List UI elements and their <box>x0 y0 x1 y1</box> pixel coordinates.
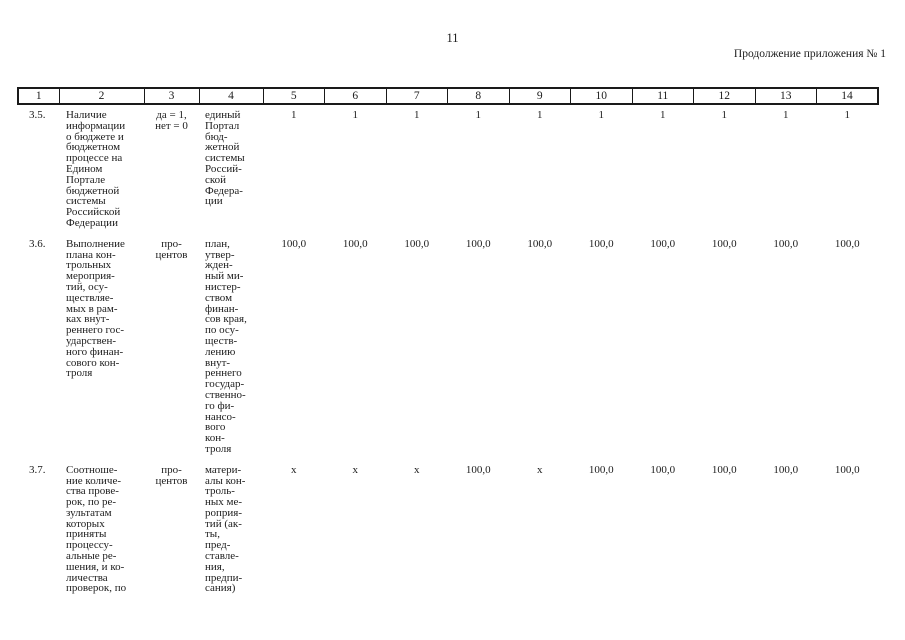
indicator-name-cell: Соотноше- ние количе- ства прове- рок, п… <box>66 463 127 595</box>
row-index-cell: 3.7. <box>29 463 46 476</box>
value-cell: 1 <box>475 109 482 121</box>
row-index-cell: 3.5. <box>29 109 46 121</box>
table-header-cell: 4 <box>198 87 264 105</box>
table-header-cell: 5 <box>262 87 325 105</box>
table-header-cell: 7 <box>385 87 448 105</box>
table-header-cell: 14 <box>816 87 879 105</box>
value-cell: 100,0 <box>465 237 491 250</box>
value-cell: 100,0 <box>834 463 860 476</box>
value-cell: 100,0 <box>588 237 614 250</box>
value-cell: 100,0 <box>773 237 799 250</box>
value-cell: 100,0 <box>588 463 614 476</box>
value-cell: x <box>414 463 420 476</box>
table-row: 3.7. Соотноше- ние количе- ства прове- р… <box>18 460 878 600</box>
source-cell: план, утвер- жден- ный ми- нистер- ством… <box>205 237 247 455</box>
value-cell: x <box>537 463 543 476</box>
unit-cell: про- центов <box>155 237 188 261</box>
source-cell: матери- алы кон- троль- ных ме- роприя- … <box>205 463 246 595</box>
value-cell: 1 <box>598 109 605 121</box>
value-cell: x <box>352 463 359 476</box>
table-header-cell: 6 <box>324 87 387 105</box>
table-row: 3.5. Наличие информации о бюджете и бюдж… <box>18 104 878 234</box>
value-cell: 100,0 <box>711 237 737 250</box>
value-cell: x <box>291 463 297 476</box>
source-cell: единый Портал бюд- жетной системы Россий… <box>205 109 245 208</box>
value-cell: 1 <box>537 109 543 121</box>
unit-cell: про- центов <box>155 463 188 487</box>
value-cell: 1 <box>414 109 420 121</box>
page-number: 11 <box>446 31 459 45</box>
continuation-label: Продолжение приложения № 1 <box>733 48 886 60</box>
value-cell: 100,0 <box>342 237 368 250</box>
column-number-row: 1 2 3 4 5 6 7 8 9 10 11 12 13 14 <box>17 87 879 105</box>
table-header-cell: 12 <box>693 87 756 105</box>
value-cell: 100,0 <box>711 463 737 476</box>
value-cell: 1 <box>291 109 297 121</box>
value-cell: 1 <box>352 109 359 121</box>
table-header-cell: 13 <box>754 87 817 105</box>
value-cell: 1 <box>660 109 666 121</box>
value-cell: 100,0 <box>281 237 307 250</box>
table-row: 3.6. Выполнение плана кон- трольных меро… <box>18 234 878 460</box>
row-index-cell: 3.6. <box>29 237 46 250</box>
indicator-name-cell: Выполнение плана кон- трольных мероприя-… <box>66 237 125 380</box>
table-header-cell: 2 <box>58 87 145 105</box>
table-header-cell: 10 <box>570 87 633 105</box>
value-cell: 1 <box>844 109 851 121</box>
value-cell: 100,0 <box>527 237 553 250</box>
value-cell: 100,0 <box>773 463 799 476</box>
table-header-cell: 3 <box>143 87 200 105</box>
appendix-table: 1 2 3 4 5 6 7 8 9 10 11 12 13 14 3.5. На… <box>17 87 879 599</box>
table-header-cell: 11 <box>631 87 694 105</box>
value-cell: 100,0 <box>650 463 676 476</box>
indicator-name-cell: Наличие информации о бюджете и бюджетном… <box>66 109 126 229</box>
value-cell: 100,0 <box>465 463 491 476</box>
value-cell: 100,0 <box>404 237 430 250</box>
table-header-cell: 9 <box>508 87 571 105</box>
value-cell: 1 <box>783 109 789 121</box>
table-header-cell: 8 <box>447 87 510 105</box>
value-cell: 100,0 <box>650 237 676 250</box>
value-cell: 100,0 <box>834 237 860 250</box>
table-header-cell: 1 <box>17 87 60 105</box>
value-cell: 1 <box>721 109 728 121</box>
unit-cell: да = 1, нет = 0 <box>155 109 188 132</box>
